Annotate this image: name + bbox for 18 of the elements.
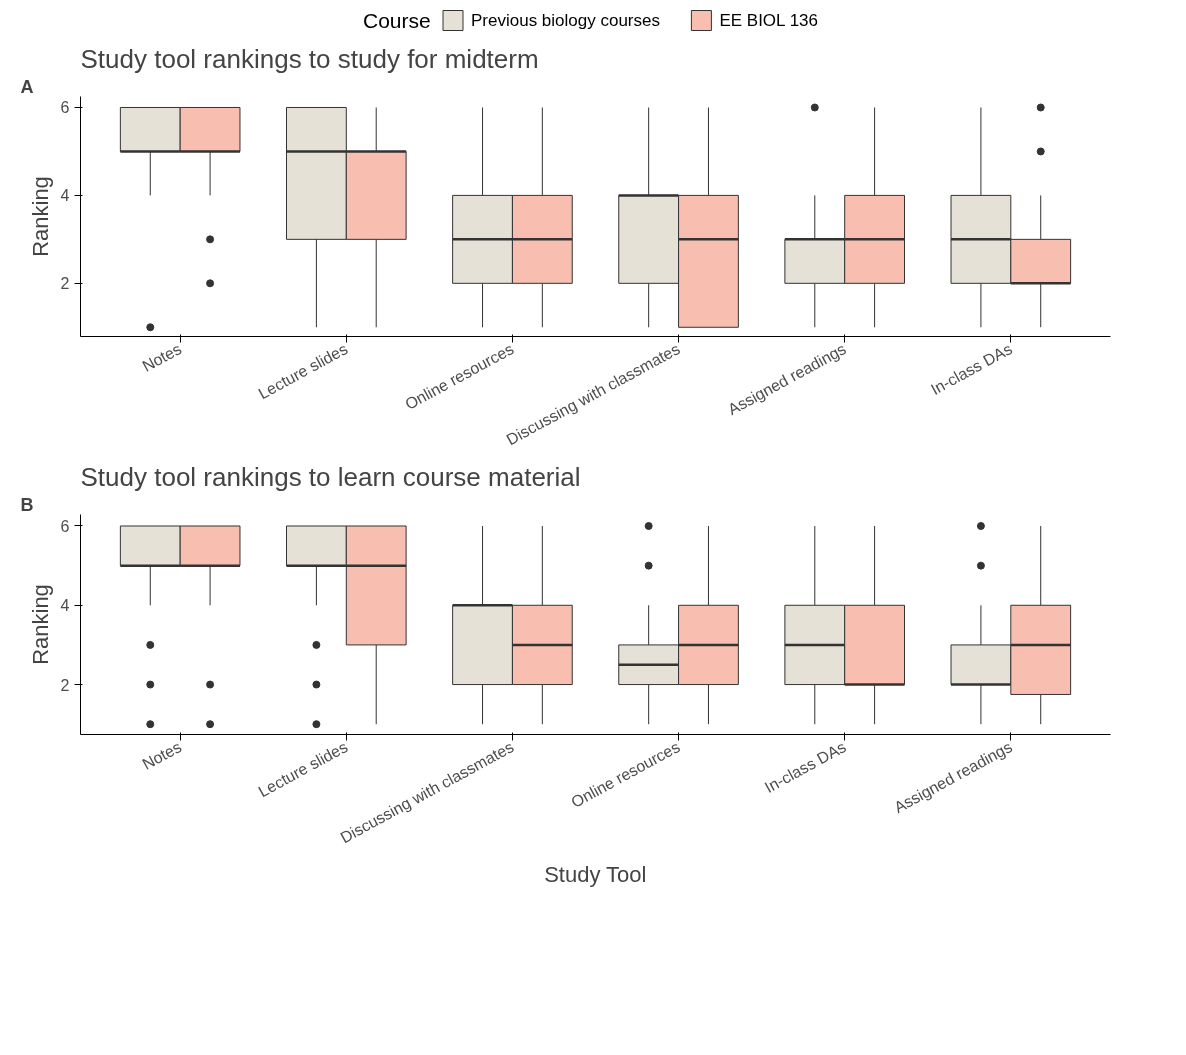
y-tick-label: 2 [60,275,70,293]
text: B [20,494,34,515]
y-axis-title: Ranking [27,584,53,665]
legend-label: EE BIOL 136 [719,11,819,30]
x-tick-label: Notes [139,340,185,375]
chart-title: Study tool rankings to learn course material [80,461,581,492]
y-axis-title: Ranking [27,176,53,257]
x-axis-title: Study Tool [544,861,647,887]
legend-label: Previous biology courses [471,11,660,30]
y-tick-label: 6 [60,518,70,535]
y-tick-label: 6 [60,99,70,117]
y-tick-label: 2 [60,676,70,694]
chart-title: Study tool rankings to study for midterm [80,43,539,74]
text: A [20,76,34,97]
legend-title: Course [363,9,431,32]
y-tick-label: 4 [60,187,70,205]
x-tick-label: Notes [139,738,185,773]
y-tick-label: 4 [60,597,70,615]
